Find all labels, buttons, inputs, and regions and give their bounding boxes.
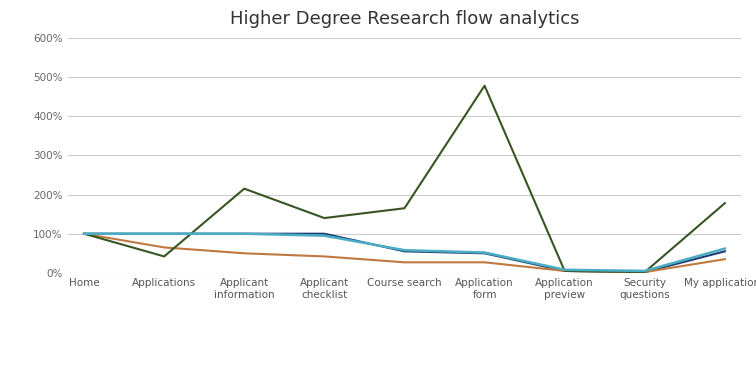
Views [79,232,88,236]
Sessions [160,232,169,236]
Sessions [720,249,730,254]
Total users [400,248,409,252]
Sessions [320,232,329,236]
Sessions [79,232,88,236]
Views [560,269,569,273]
Sessions [480,251,489,255]
Sessions [240,232,249,236]
Line: Total users: Total users [84,234,725,271]
Total users [640,269,649,273]
Total users [720,246,730,251]
Line: Views: Views [84,234,725,272]
Total users [320,233,329,238]
Exits [720,201,730,205]
Line: Sessions: Sessions [84,234,725,272]
Views [720,257,730,262]
Exits [480,83,489,88]
Total users [79,232,88,236]
Views [480,260,489,265]
Exits [560,269,569,273]
Total users [560,268,569,272]
Title: Higher Degree Research flow analytics: Higher Degree Research flow analytics [230,10,579,28]
Views [320,254,329,259]
Views [160,245,169,250]
Line: Exits: Exits [84,86,725,272]
Exits [79,232,88,236]
Sessions [560,269,569,273]
Total users [160,232,169,236]
Exits [160,254,169,259]
Exits [320,216,329,220]
Views [240,251,249,255]
Exits [240,186,249,191]
Exits [400,206,409,211]
Total users [480,250,489,255]
Views [400,260,409,265]
Sessions [400,249,409,254]
Views [640,270,649,274]
Total users [240,232,249,236]
Sessions [640,270,649,274]
Exits [640,270,649,274]
